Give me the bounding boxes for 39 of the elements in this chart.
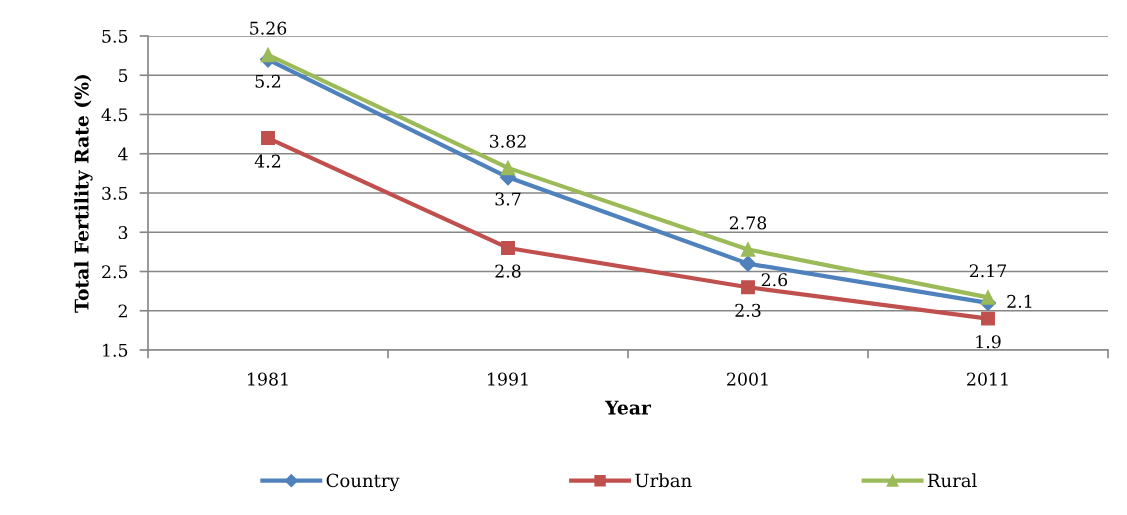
x-tick-label: 2001 (727, 372, 768, 386)
data-label: 5.2 (255, 74, 281, 88)
point (980, 290, 996, 305)
y-tick-label: 4 (118, 147, 128, 161)
legend-label: Country (326, 473, 400, 492)
point (500, 160, 516, 176)
y-tick-label: 5 (118, 69, 128, 83)
y-tick-label: 1.5 (103, 343, 128, 357)
point (981, 311, 995, 326)
y-tick-label: 3 (118, 225, 128, 240)
data-label: 2.78 (729, 216, 767, 230)
y-tick-label: 3.5 (102, 186, 128, 200)
x-axis-title: Year (604, 400, 652, 415)
y-tick-label: 4.5 (101, 108, 128, 122)
x-tick-label: 2011 (967, 372, 1008, 386)
y-axis-title: Total Fertility Rate (%) (74, 74, 93, 313)
data-label: 2.3 (735, 303, 761, 317)
y-tick-label: 5.5 (102, 29, 128, 43)
x-tick-label: 1991 (488, 372, 528, 386)
point (740, 242, 756, 257)
x-tick-label: 1981 (248, 372, 288, 386)
point (261, 131, 275, 145)
data-label: 2.17 (969, 264, 1007, 278)
point (501, 241, 515, 255)
data-label: 5.26 (250, 21, 287, 35)
data-label: 2.8 (495, 264, 521, 278)
data-label: 2.1 (1007, 294, 1032, 308)
data-label: 3.7 (495, 192, 521, 206)
legend-label: Urban (635, 473, 692, 488)
data-label: 2.6 (761, 273, 788, 287)
y-tick-label: 2.5 (102, 265, 128, 279)
legend-label: Rural (927, 473, 977, 488)
y-tick-label: 2 (118, 304, 127, 318)
data-label: 3.82 (490, 134, 526, 148)
point (741, 280, 755, 295)
point (739, 255, 757, 272)
data-label: 4.2 (254, 154, 281, 168)
point (260, 47, 276, 63)
data-label: 1.9 (976, 335, 1001, 349)
